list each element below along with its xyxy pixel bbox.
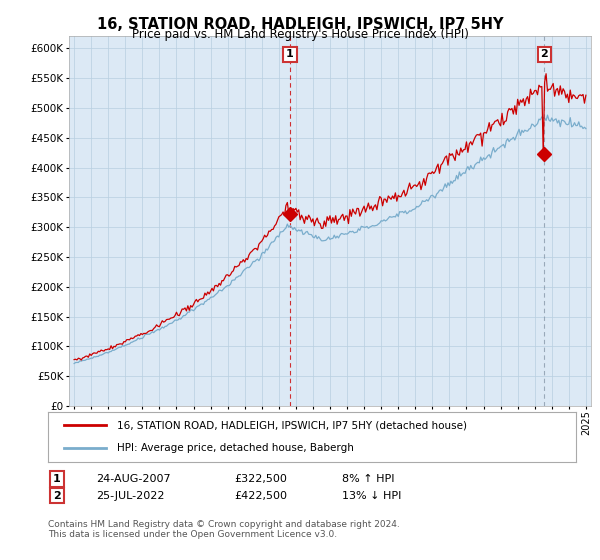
Text: Price paid vs. HM Land Registry's House Price Index (HPI): Price paid vs. HM Land Registry's House … (131, 28, 469, 41)
Text: 16, STATION ROAD, HADLEIGH, IPSWICH, IP7 5HY: 16, STATION ROAD, HADLEIGH, IPSWICH, IP7… (97, 17, 503, 32)
Text: 13% ↓ HPI: 13% ↓ HPI (342, 491, 401, 501)
Text: £422,500: £422,500 (234, 491, 287, 501)
Text: HPI: Average price, detached house, Babergh: HPI: Average price, detached house, Babe… (116, 444, 353, 454)
Text: £322,500: £322,500 (234, 474, 287, 484)
Text: 16, STATION ROAD, HADLEIGH, IPSWICH, IP7 5HY (detached house): 16, STATION ROAD, HADLEIGH, IPSWICH, IP7… (116, 420, 467, 430)
Text: 2: 2 (541, 49, 548, 59)
Text: 24-AUG-2007: 24-AUG-2007 (96, 474, 170, 484)
Text: 2: 2 (53, 491, 61, 501)
Text: 25-JUL-2022: 25-JUL-2022 (96, 491, 164, 501)
Text: Contains HM Land Registry data © Crown copyright and database right 2024.
This d: Contains HM Land Registry data © Crown c… (48, 520, 400, 539)
Text: 1: 1 (286, 49, 294, 59)
Text: 1: 1 (53, 474, 61, 484)
Text: 8% ↑ HPI: 8% ↑ HPI (342, 474, 395, 484)
